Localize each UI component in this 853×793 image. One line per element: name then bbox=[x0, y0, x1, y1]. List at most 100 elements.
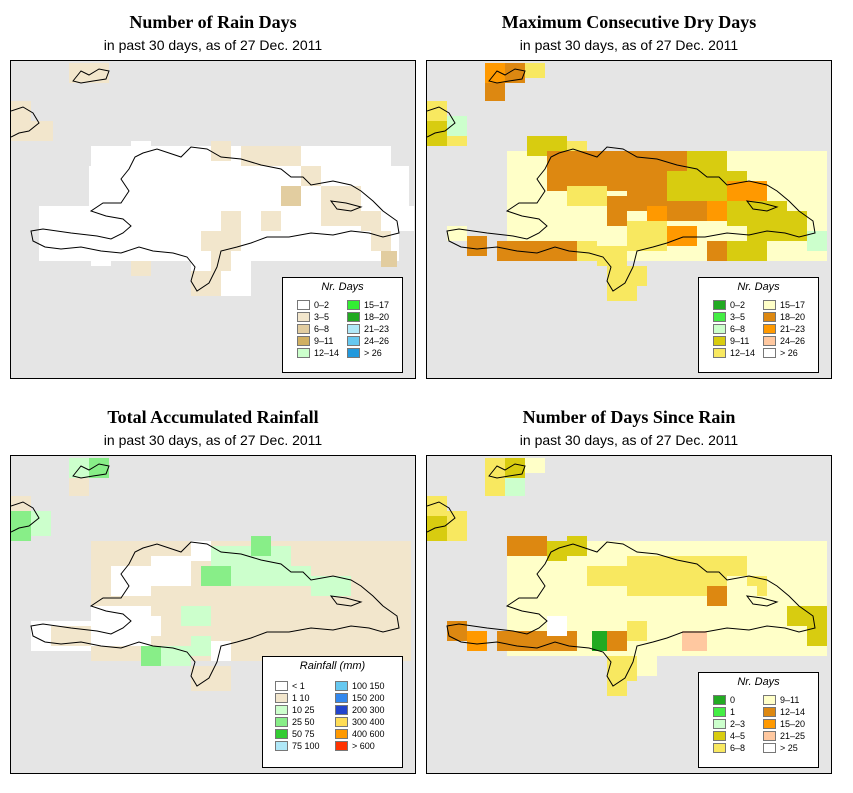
panel-days-since-rain: Number of Days Since Rain in past 30 day… bbox=[426, 405, 832, 785]
days-since-rain-map bbox=[427, 458, 827, 696]
coastline bbox=[11, 68, 400, 292]
legend-label: 400 600 bbox=[352, 729, 385, 739]
legend-label: 15–20 bbox=[780, 719, 806, 729]
legend-label: 200 300 bbox=[352, 705, 385, 715]
legend-label: 0–2 bbox=[730, 300, 746, 310]
legend-title: Rainfall (mm) bbox=[299, 660, 366, 672]
legend-swatch bbox=[275, 717, 288, 727]
legend-label: 6–8 bbox=[314, 324, 330, 334]
legend-label: 2–3 bbox=[730, 719, 746, 729]
legend-swatch bbox=[713, 707, 726, 717]
dry-days-map bbox=[427, 63, 827, 301]
grid-cells bbox=[11, 458, 411, 691]
coastline bbox=[427, 463, 816, 687]
legend-label: 1 bbox=[730, 707, 736, 717]
legend-swatch bbox=[297, 312, 310, 322]
legend-label: < 1 bbox=[292, 681, 305, 691]
legend-label: 24–26 bbox=[364, 336, 390, 346]
legend-label: 18–20 bbox=[364, 312, 390, 322]
legend-label: 10 25 bbox=[292, 705, 315, 715]
legend: Nr. Days 0–2 3–5 6–8 9–11 12–14 15–17 18… bbox=[282, 277, 403, 373]
legend-swatch bbox=[763, 707, 776, 717]
legend-swatch bbox=[763, 695, 776, 705]
panel-subtitle: in past 30 days, as of 27 Dec. 2011 bbox=[103, 432, 323, 448]
legend-swatch bbox=[275, 741, 288, 751]
legend-swatch bbox=[275, 705, 288, 715]
panel-max-dry-days: Maximum Consecutive Dry Days in past 30 … bbox=[426, 10, 832, 390]
legend-swatch bbox=[335, 705, 348, 715]
legend-label: > 600 bbox=[352, 741, 375, 751]
legend-swatch bbox=[335, 693, 348, 703]
legend-title: Nr. Days bbox=[737, 676, 780, 688]
legend-label: 0–2 bbox=[314, 300, 330, 310]
panel-subtitle: in past 30 days, as of 27 Dec. 2011 bbox=[519, 432, 739, 448]
legend-label: 21–23 bbox=[780, 324, 806, 334]
map-frame: Rainfall (mm) < 1 1 10 10 25 25 50 50 75… bbox=[10, 455, 416, 774]
legend-label: 15–17 bbox=[780, 300, 806, 310]
legend-label: 15–17 bbox=[364, 300, 390, 310]
map-frame: Nr. Days 0 1 2–3 4–5 6–8 9–11 12–14 15–2… bbox=[426, 455, 832, 774]
panel-subtitle: in past 30 days, as of 27 Dec. 2011 bbox=[519, 37, 739, 53]
map-frame: Nr. Days 0–2 3–5 6–8 9–11 12–14 15–17 18… bbox=[426, 60, 832, 379]
legend-swatch bbox=[713, 300, 726, 310]
rainfall-map bbox=[11, 458, 411, 691]
legend-swatch bbox=[763, 300, 776, 310]
grid-cells bbox=[427, 458, 827, 696]
legend-swatch bbox=[763, 312, 776, 322]
legend-label: 21–23 bbox=[364, 324, 390, 334]
panel-title: Total Accumulated Rainfall bbox=[107, 407, 319, 427]
legend-swatch bbox=[297, 336, 310, 346]
legend-swatch bbox=[347, 348, 360, 358]
legend-swatch bbox=[297, 324, 310, 334]
legend-label: 21–25 bbox=[780, 731, 806, 741]
legend-label: > 26 bbox=[780, 348, 798, 358]
legend-swatch bbox=[713, 743, 726, 753]
legend-label: 9–11 bbox=[780, 695, 800, 705]
legend-label: > 26 bbox=[364, 348, 382, 358]
legend-swatch bbox=[763, 743, 776, 753]
legend-label: 12–14 bbox=[780, 707, 806, 717]
legend-swatch bbox=[297, 348, 310, 358]
grid-cells bbox=[11, 63, 414, 296]
legend-swatch bbox=[713, 695, 726, 705]
coastline bbox=[11, 463, 400, 687]
legend-title: Nr. Days bbox=[321, 281, 364, 293]
grid-cells bbox=[427, 63, 827, 301]
legend-label: 150 200 bbox=[352, 693, 385, 703]
legend-swatch bbox=[713, 719, 726, 729]
legend-label: 100 150 bbox=[352, 681, 385, 691]
legend-swatch bbox=[275, 693, 288, 703]
legend-label: 75 100 bbox=[292, 741, 320, 751]
legend-swatch bbox=[335, 729, 348, 739]
legend-label: 24–26 bbox=[780, 336, 806, 346]
panel-subtitle: in past 30 days, as of 27 Dec. 2011 bbox=[103, 37, 323, 53]
legend-swatch bbox=[713, 312, 726, 322]
legend: Nr. Days 0–2 3–5 6–8 9–11 12–14 15–17 18… bbox=[698, 277, 819, 373]
legend-label: 0 bbox=[730, 695, 736, 705]
panel-title: Maximum Consecutive Dry Days bbox=[501, 12, 757, 32]
legend-label: 12–14 bbox=[730, 348, 756, 358]
legend-label: 3–5 bbox=[730, 312, 746, 322]
legend-swatch bbox=[347, 336, 360, 346]
legend-swatch bbox=[335, 681, 348, 691]
legend-label: 6–8 bbox=[730, 743, 746, 753]
legend-label: 300 400 bbox=[352, 717, 385, 727]
legend-swatch bbox=[335, 717, 348, 727]
legend-swatch bbox=[713, 731, 726, 741]
legend-swatch bbox=[713, 324, 726, 334]
legend-swatch bbox=[347, 312, 360, 322]
legend-swatch bbox=[275, 681, 288, 691]
legend-label: 9–11 bbox=[730, 336, 750, 346]
legend-swatch bbox=[347, 324, 360, 334]
legend-label: 12–14 bbox=[314, 348, 340, 358]
legend-label: 4–5 bbox=[730, 731, 746, 741]
panel-total-rainfall: Total Accumulated Rainfall in past 30 da… bbox=[10, 405, 416, 785]
legend-label: 1 10 bbox=[292, 693, 310, 703]
legend-swatch bbox=[275, 729, 288, 739]
legend-swatch bbox=[763, 324, 776, 334]
coastline bbox=[427, 68, 816, 292]
legend-label: 25 50 bbox=[292, 717, 315, 727]
legend-swatch bbox=[763, 336, 776, 346]
legend-swatch bbox=[713, 348, 726, 358]
legend: Nr. Days 0 1 2–3 4–5 6–8 9–11 12–14 15–2… bbox=[698, 672, 819, 768]
